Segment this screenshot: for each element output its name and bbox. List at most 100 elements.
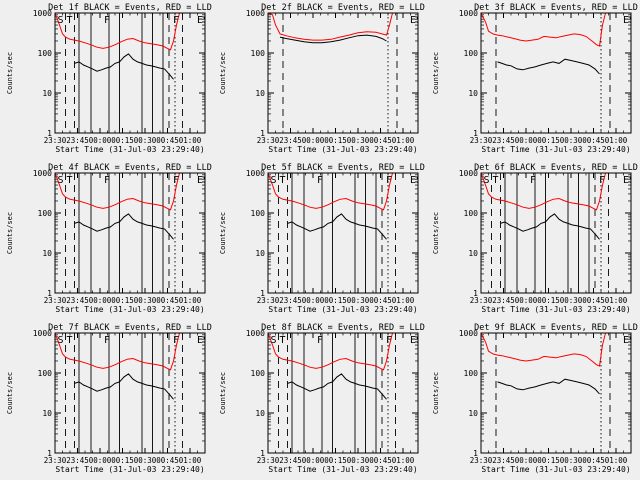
y-axis-label: Counts/sec bbox=[432, 52, 440, 94]
chart-panel-1: Det 1f BLACK = Events, RED = LLD Counts/s… bbox=[6, 3, 212, 154]
x-tick-label: 00:45 bbox=[369, 296, 392, 305]
segment-label: F bbox=[317, 335, 323, 346]
segment-label: S bbox=[629, 15, 635, 26]
y-tick-label: 10 bbox=[468, 409, 478, 418]
x-tick-label: 00:15 bbox=[324, 296, 347, 305]
x-tick-label: 23:30 bbox=[44, 136, 67, 145]
segment-label: T bbox=[67, 175, 73, 186]
chart-panel-7: Det 7f BLACK = Events, RED = LLD Counts/s… bbox=[6, 323, 212, 474]
chart-panel-4: Det 4f BLACK = Events, RED = LLD Counts/s… bbox=[6, 163, 212, 314]
segment-label: E bbox=[197, 335, 203, 346]
x-tick-label: 00:15 bbox=[537, 456, 560, 465]
x-tick-label: 00:30 bbox=[134, 456, 157, 465]
x-tick-label: 23:45 bbox=[279, 296, 302, 305]
x-tick-label: 00:30 bbox=[560, 456, 583, 465]
y-tick-label: 10 bbox=[255, 409, 265, 418]
x-tick-label: 01:00 bbox=[605, 296, 628, 305]
segment-label: F bbox=[530, 175, 536, 186]
segment-label: F bbox=[104, 335, 110, 346]
y-tick-label: 1000 bbox=[246, 9, 265, 18]
x-tick-label: 23:30 bbox=[44, 456, 67, 465]
x-tick-label: 23:45 bbox=[66, 296, 89, 305]
x-tick-label: 23:45 bbox=[492, 296, 515, 305]
x-axis-label: Start Time (31-Jul-03 23:29:40) bbox=[268, 305, 417, 314]
plot-frame bbox=[54, 332, 206, 454]
segment-label: E bbox=[197, 15, 203, 26]
x-tick-label: 01:00 bbox=[392, 296, 415, 305]
y-axis-label: Counts/sec bbox=[432, 212, 440, 254]
series-line-events bbox=[279, 34, 387, 44]
x-tick-label: 23:45 bbox=[279, 456, 302, 465]
series-line-lld bbox=[55, 13, 180, 51]
x-tick-label: 00:45 bbox=[582, 456, 605, 465]
x-tick-label: 01:00 bbox=[392, 456, 415, 465]
x-tick-label: 00:00 bbox=[89, 136, 112, 145]
x-tick-label: 00:15 bbox=[324, 456, 347, 465]
x-axis-label: Start Time (31-Jul-03 23:29:40) bbox=[481, 145, 630, 154]
segment-label: E bbox=[623, 175, 629, 186]
segment-label: S bbox=[58, 335, 64, 346]
series-line-lld bbox=[268, 173, 393, 211]
x-tick-label: 00:00 bbox=[515, 136, 538, 145]
chart-title: Det 4f BLACK = Events, RED = LLD bbox=[48, 163, 212, 173]
chart-title: Det 5f BLACK = Events, RED = LLD bbox=[261, 163, 425, 173]
y-tick-label: 1000 bbox=[246, 169, 265, 178]
segment-label: S bbox=[203, 175, 209, 186]
x-tick-label: 00:00 bbox=[302, 296, 325, 305]
x-tick-label: 00:45 bbox=[582, 296, 605, 305]
series-line-lld bbox=[481, 173, 606, 211]
segment-label: S bbox=[629, 335, 635, 346]
x-tick-label: 23:45 bbox=[279, 136, 302, 145]
y-tick-label: 1 bbox=[473, 129, 478, 138]
segment-label: T bbox=[280, 335, 286, 346]
y-tick-label: 1 bbox=[473, 449, 478, 458]
segment-label: F bbox=[386, 335, 392, 346]
x-tick-label: 23:30 bbox=[257, 136, 280, 145]
x-tick-label: 00:15 bbox=[324, 136, 347, 145]
plot-frame bbox=[267, 12, 419, 134]
x-tick-label: 00:15 bbox=[537, 136, 560, 145]
segment-label: S bbox=[416, 15, 422, 26]
y-tick-label: 100 bbox=[251, 49, 266, 58]
x-tick-label: 00:00 bbox=[89, 456, 112, 465]
y-tick-label: 1 bbox=[260, 289, 265, 298]
series-line-lld bbox=[55, 173, 180, 211]
chart-title: Det 7f BLACK = Events, RED = LLD bbox=[48, 323, 212, 333]
x-tick-label: 00:30 bbox=[347, 296, 370, 305]
series-line-lld bbox=[55, 333, 180, 371]
segment-label: S bbox=[629, 175, 635, 186]
y-tick-label: 100 bbox=[251, 369, 266, 378]
segment-label: E bbox=[410, 15, 416, 26]
y-tick-label: 100 bbox=[464, 49, 479, 58]
plot-frame bbox=[54, 172, 206, 294]
y-axis-label: Counts/sec bbox=[219, 52, 227, 94]
x-tick-label: 23:45 bbox=[492, 456, 515, 465]
x-axis-label: Start Time (31-Jul-03 23:29:40) bbox=[268, 465, 417, 474]
x-tick-label: 00:45 bbox=[582, 136, 605, 145]
y-tick-label: 100 bbox=[464, 209, 479, 218]
x-tick-label: 00:15 bbox=[537, 296, 560, 305]
x-tick-label: 00:30 bbox=[347, 456, 370, 465]
y-axis-label: Counts/sec bbox=[219, 372, 227, 414]
segment-label: T bbox=[67, 335, 73, 346]
y-axis-label: Counts/sec bbox=[219, 212, 227, 254]
plot-frame bbox=[267, 172, 419, 294]
segment-label: S bbox=[203, 335, 209, 346]
segment-label: F bbox=[173, 335, 179, 346]
y-axis-label: Counts/sec bbox=[432, 372, 440, 414]
y-tick-label: 10 bbox=[468, 89, 478, 98]
plot-frame bbox=[480, 332, 632, 454]
plot-frame bbox=[267, 332, 419, 454]
x-tick-label: 01:00 bbox=[605, 136, 628, 145]
x-tick-label: 01:00 bbox=[605, 456, 628, 465]
series-line-events bbox=[500, 213, 600, 240]
x-tick-label: 00:15 bbox=[111, 296, 134, 305]
segment-label: S bbox=[416, 175, 422, 186]
x-tick-label: 00:00 bbox=[89, 296, 112, 305]
x-tick-label: 00:30 bbox=[134, 296, 157, 305]
chart-panel-6: Det 6f BLACK = Events, RED = LLD Counts/s… bbox=[432, 163, 638, 314]
